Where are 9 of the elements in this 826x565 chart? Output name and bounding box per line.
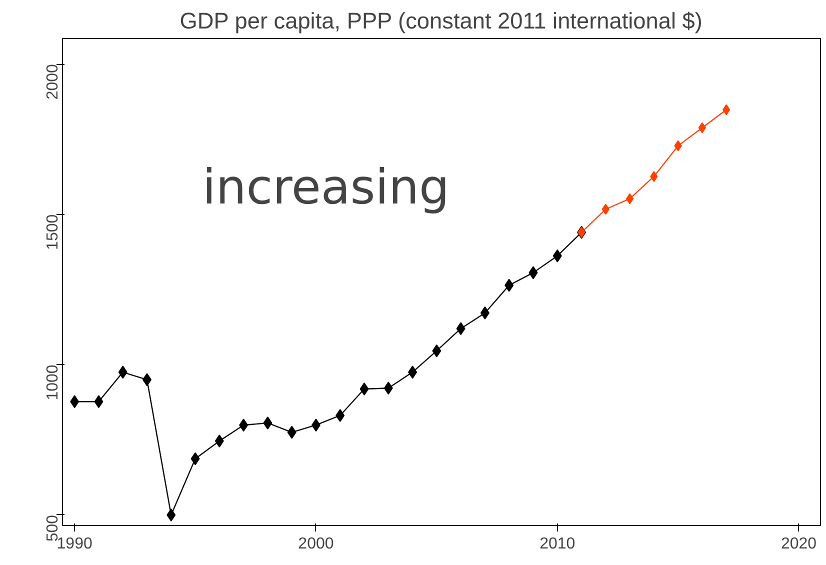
x-tick-label: 2020	[780, 536, 817, 552]
x-tick-label: 2000	[298, 536, 334, 552]
x-tick-label: 1990	[56, 536, 92, 552]
x-tick-label: 2010	[540, 536, 576, 552]
y-tick-label: 2000	[44, 64, 62, 100]
chart-title: GDP per capita, PPP (constant 2011 international $)	[180, 8, 702, 34]
y-tick-label: 1500	[44, 214, 62, 250]
annotation: increasing	[202, 160, 450, 216]
y-tick-label: 1000	[44, 364, 62, 400]
